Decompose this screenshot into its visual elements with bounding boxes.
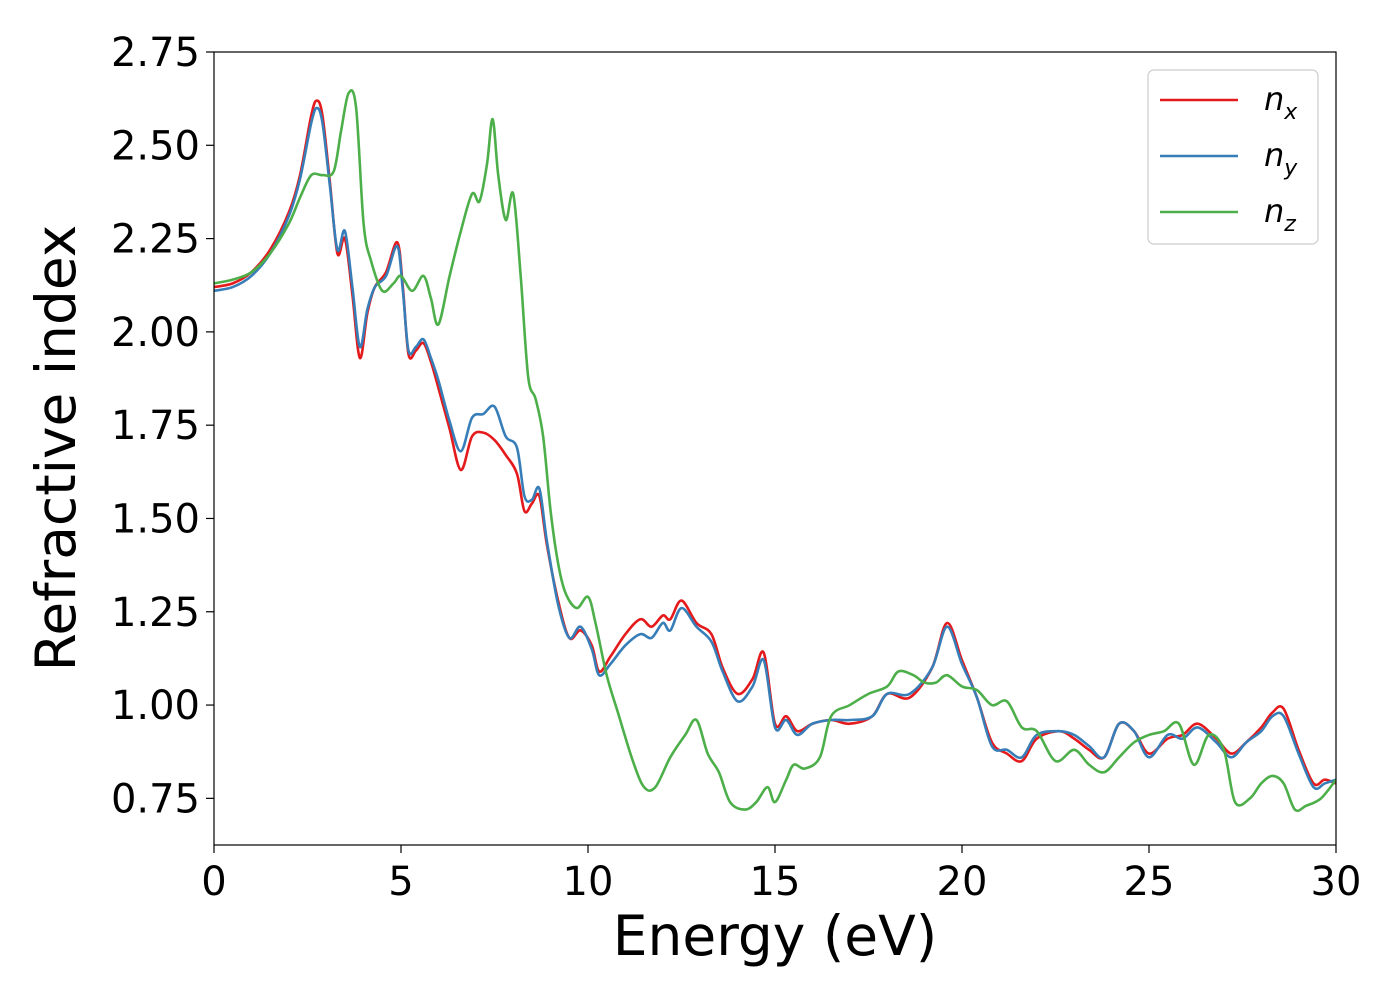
y-tick-label: 2.75 bbox=[111, 30, 200, 76]
series-line-ny bbox=[214, 106, 1336, 791]
x-tick-label: 15 bbox=[750, 859, 801, 905]
y-axis: 0.75 1.00 1.25 1.50 1.75 2.00 2.25 2.50 2.75 bbox=[111, 30, 214, 822]
x-tick-label: 30 bbox=[1311, 859, 1362, 905]
x-tick-label: 5 bbox=[388, 859, 413, 905]
y-tick-label: 1.00 bbox=[111, 683, 200, 729]
x-tick-label: 20 bbox=[937, 859, 988, 905]
y-tick-label: 0.75 bbox=[111, 776, 200, 822]
x-tick-label: 10 bbox=[563, 859, 614, 905]
y-tick-label: 2.50 bbox=[111, 123, 200, 169]
series-layer bbox=[214, 89, 1336, 813]
y-axis-title: Refractive index bbox=[24, 225, 88, 672]
y-tick-label: 2.00 bbox=[111, 310, 200, 356]
y-tick-label: 1.50 bbox=[111, 496, 200, 542]
y-tick-label: 2.25 bbox=[111, 217, 200, 263]
x-tick-label: 0 bbox=[201, 859, 226, 905]
x-axis: 0 5 10 15 20 25 30 bbox=[201, 845, 1361, 905]
y-tick-label: 1.75 bbox=[111, 403, 200, 449]
y-tick-label: 1.25 bbox=[111, 590, 200, 636]
x-tick-label: 25 bbox=[1124, 859, 1175, 905]
x-axis-title: Energy (eV) bbox=[613, 904, 937, 968]
series-line-nz bbox=[214, 89, 1336, 813]
